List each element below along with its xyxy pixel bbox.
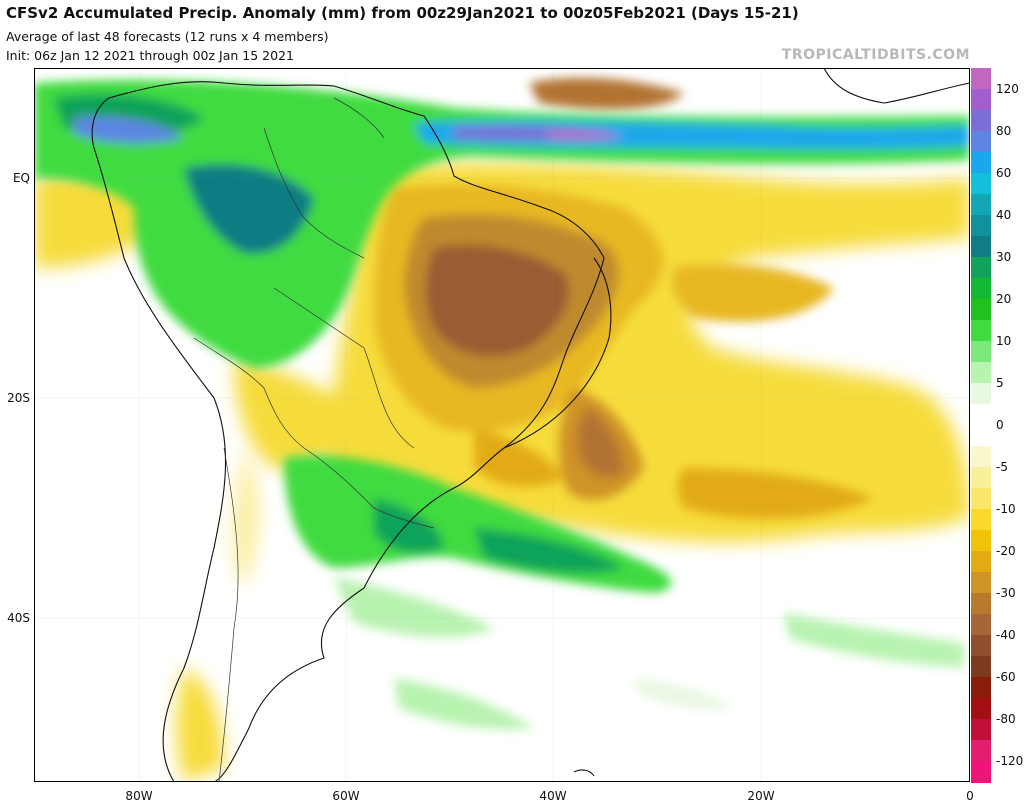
colorbar-tick-label: 20 [996, 292, 1012, 306]
colorbar-segment [971, 89, 991, 111]
colorbar-tick-label: 40 [996, 208, 1012, 222]
map-frame [34, 68, 970, 782]
colorbar-tick-label: -5 [996, 460, 1008, 474]
colorbar-segment [971, 404, 991, 426]
colorbar-tick-label: 0 [996, 418, 1004, 432]
colorbar-segment [971, 467, 991, 489]
colorbar-tick-label: -40 [996, 628, 1016, 642]
colorbar-segment [971, 719, 991, 741]
colorbar-segment [971, 341, 991, 363]
colorbar-segment [971, 614, 991, 636]
colorbar-segment [971, 509, 991, 531]
wet-anomaly-field [34, 79, 970, 730]
colorbar-segment [971, 530, 991, 552]
border-guianas [333, 97, 385, 139]
colorbar-segment [971, 740, 991, 762]
colorbar-segment [971, 488, 991, 510]
africa-coast [823, 68, 970, 104]
colorbar-segment [971, 320, 991, 342]
colorbar-segment [971, 698, 991, 720]
lon-label-80w: 80W [125, 789, 153, 803]
colorbar-segment [971, 677, 991, 699]
lat-label-20s: 20S [7, 391, 30, 405]
colorbar-tick-label: -10 [996, 502, 1016, 516]
colorbar-segment [971, 131, 991, 153]
colorbar-tick-label: -20 [996, 544, 1016, 558]
colorbar-tick-label: 80 [996, 124, 1012, 138]
colorbar-segment [971, 761, 991, 783]
colorbar-segment [971, 362, 991, 384]
colorbar-tick-label: 120 [996, 82, 1019, 96]
colorbar-segment [971, 236, 991, 258]
colorbar-segment [971, 215, 991, 237]
lon-label-40w: 40W [539, 789, 567, 803]
colorbar-segment [971, 278, 991, 300]
colorbar-segment [971, 110, 991, 132]
border-uruguay [373, 507, 435, 529]
colorbar-segment [971, 425, 991, 447]
colorbar-tick-label: 60 [996, 166, 1012, 180]
map-title: CFSv2 Accumulated Precip. Anomaly (mm) f… [6, 4, 799, 22]
colorbar-segment [971, 173, 991, 195]
border-chile-argentina [218, 447, 239, 782]
site-watermark: TROPICALTIDBITS.COM [781, 47, 970, 63]
colorbar-segment [971, 593, 991, 615]
lat-label-40s: 40S [7, 611, 30, 625]
lon-label-0: 0 [966, 789, 974, 803]
lon-label-20w: 20W [747, 789, 775, 803]
colorbar-segment [971, 551, 991, 573]
coastlines [91, 68, 970, 782]
dry-anomaly-core [374, 77, 874, 519]
forecast-info: Average of last 48 forecasts (12 runs x … [6, 29, 329, 44]
colorbar-segment [971, 635, 991, 657]
border-argentina-paraguay [303, 447, 375, 509]
border-peru-bolivia [193, 337, 305, 449]
atlantic-coast-detail [503, 257, 612, 449]
south-america-coast [91, 81, 605, 782]
colorbar-tick-label: -30 [996, 586, 1016, 600]
colorbar-segment [971, 383, 991, 405]
colorbar-tick-label: 5 [996, 376, 1004, 390]
colorbar-segment [971, 257, 991, 279]
colorbar-segment [971, 446, 991, 468]
falklands [573, 769, 595, 777]
colorbar-tick-label: 30 [996, 250, 1012, 264]
init-info: Init: 06z Jan 12 2021 through 00z Jan 15… [6, 48, 294, 63]
lon-label-60w: 60W [332, 789, 360, 803]
precip-anomaly-map [34, 68, 970, 782]
colorbar-tick-label: 10 [996, 334, 1012, 348]
border-colombia-venezuela [263, 127, 365, 259]
colorbar-tick-label: -60 [996, 670, 1016, 684]
border-brazil-west [273, 287, 415, 449]
colorbar-tick-label: -120 [996, 754, 1024, 768]
graticule [34, 68, 970, 782]
colorbar-segment [971, 299, 991, 321]
lat-label-eq: EQ [12, 171, 30, 185]
colorbar-tick-label: -80 [996, 712, 1016, 726]
colorbar-segment [971, 572, 991, 594]
colorbar-segment [971, 68, 991, 90]
colorbar-segment [971, 656, 991, 678]
colorbar-segment [971, 194, 991, 216]
colorbar [971, 68, 991, 783]
colorbar-segment [971, 152, 991, 174]
country-borders [193, 97, 435, 782]
